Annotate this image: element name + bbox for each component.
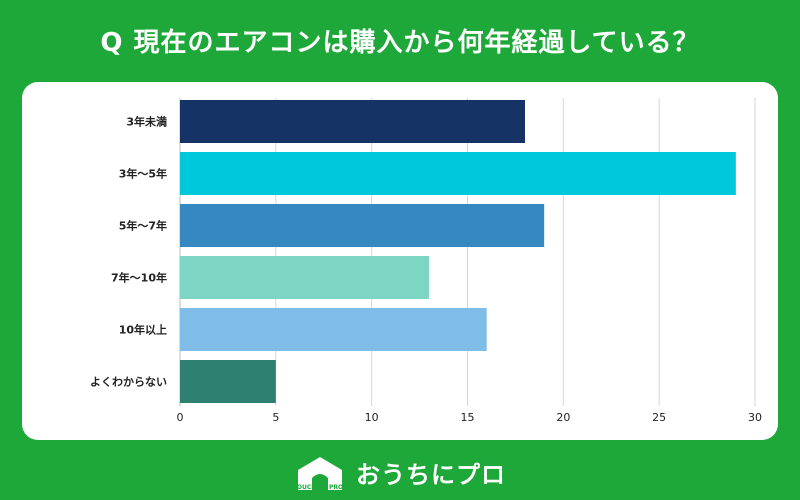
x-tick-label: 20	[556, 411, 570, 424]
x-tick-label: 0	[177, 411, 184, 424]
x-tick-label: 15	[461, 411, 475, 424]
bar	[180, 308, 487, 351]
category-label: よくわからない	[90, 376, 167, 389]
bar	[180, 100, 525, 143]
category-label: 5年～7年	[119, 219, 167, 233]
logo-text: OUCHI ni PRO	[297, 484, 343, 491]
brand-name: おうちにプロ	[356, 461, 506, 489]
x-tick-label: 25	[652, 411, 666, 424]
page-title: Q 現在のエアコンは購入から何年経過している？	[100, 27, 700, 58]
x-tick-label: 5	[272, 411, 279, 424]
category-label: 3年未満	[126, 115, 167, 129]
bar	[180, 256, 430, 299]
category-label: 7年～10年	[111, 271, 167, 285]
bar	[180, 152, 736, 195]
house-logo-icon: OUCHI ni PRO	[297, 456, 343, 491]
x-tick-label: 10	[365, 411, 379, 424]
bar	[180, 360, 276, 403]
category-label: 3年～5年	[119, 167, 167, 181]
footer: OUCHI ni PRO おうちにプロ	[0, 445, 800, 500]
x-tick-label: 30	[748, 411, 762, 424]
category-label: 10年以上	[119, 323, 167, 337]
bar	[180, 204, 545, 247]
